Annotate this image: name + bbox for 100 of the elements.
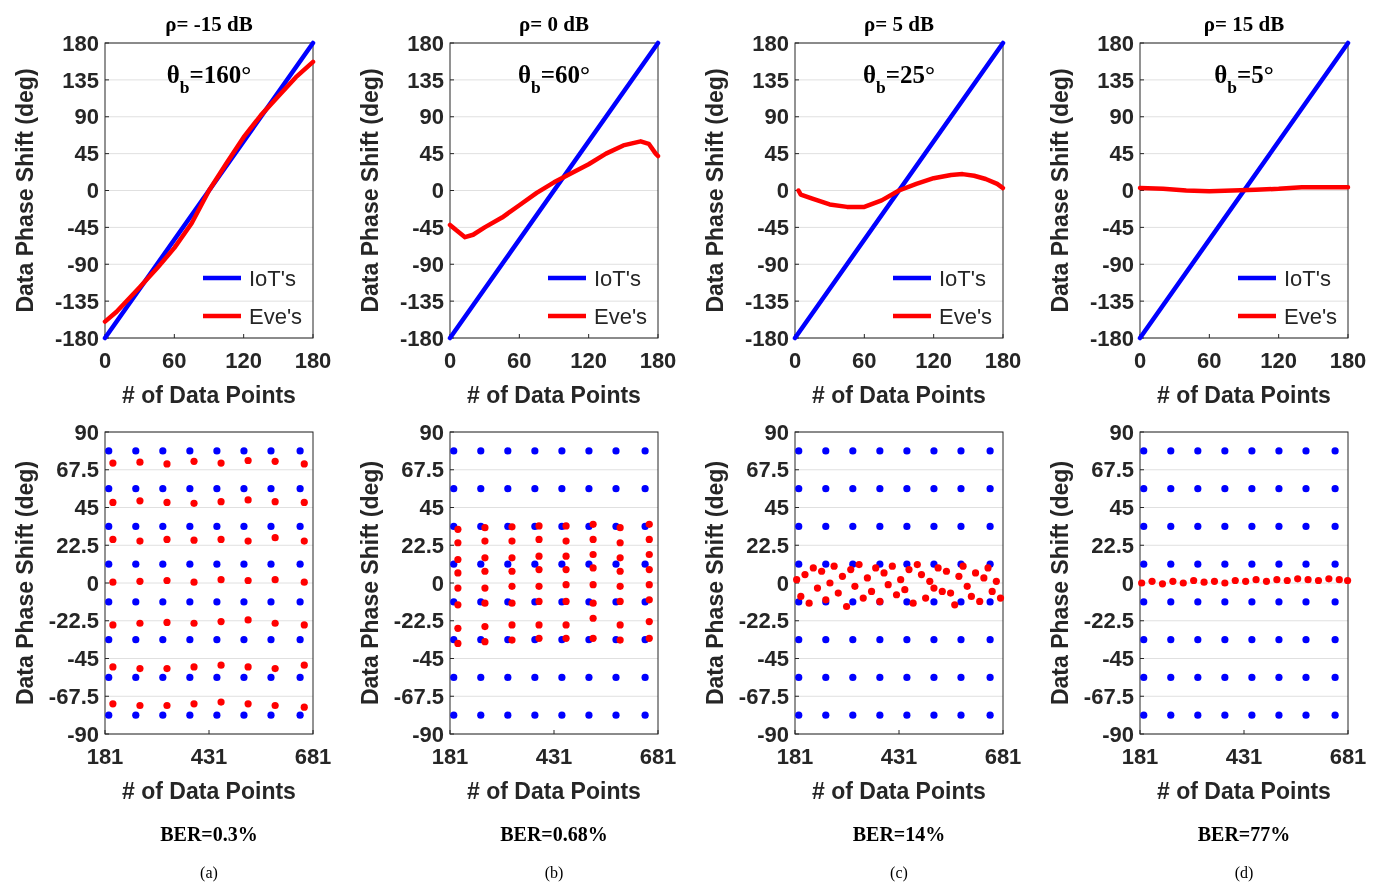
- point: [967, 592, 975, 601]
- x-tick-label: 120: [1260, 348, 1298, 373]
- point: [217, 498, 225, 506]
- x-tick-label: 120: [570, 348, 608, 373]
- y-tick-label: -90: [67, 251, 99, 277]
- chart-title: ρ= -15 dB: [165, 12, 253, 36]
- point: [109, 663, 117, 671]
- y-axis-title: Data Phase Shift (deg): [357, 460, 383, 706]
- y-tick-label: 90: [74, 104, 99, 130]
- y-axis-title: Data Phase Shift (deg): [1047, 68, 1073, 313]
- x-tick-label: 431: [1225, 744, 1263, 769]
- y-tick-label: 90: [1109, 104, 1134, 130]
- point: [813, 584, 822, 592]
- y-tick-label: 67.5: [56, 457, 99, 483]
- x-axis-title: # of Data Points: [467, 382, 641, 408]
- y-tick-label: 135: [1097, 67, 1134, 93]
- x-axis-title: # of Data Points: [467, 778, 641, 804]
- legend-label: IoT's: [939, 265, 986, 291]
- line-series: [796, 171, 1006, 210]
- annotation: θ$_{b}$=5°: [1214, 61, 1274, 97]
- point: [805, 599, 813, 607]
- point: [842, 602, 851, 611]
- point: [996, 594, 1005, 602]
- x-tick-label: 180: [1329, 348, 1367, 373]
- point: [136, 537, 144, 545]
- point: [300, 703, 308, 711]
- point: [136, 619, 144, 627]
- chart-title: ρ= 15 dB: [1203, 12, 1285, 36]
- y-tick-label: 22.5: [56, 532, 99, 558]
- y-tick-label: 135: [407, 67, 444, 93]
- point: [913, 560, 921, 569]
- point: [867, 587, 876, 595]
- y-tick-label: 45: [419, 495, 444, 521]
- point: [300, 578, 308, 586]
- x-axis-title: # of Data Points: [122, 382, 296, 408]
- point: [109, 535, 117, 543]
- y-tick-label: 45: [764, 495, 789, 521]
- y-tick-label: 0: [431, 570, 444, 596]
- point: [217, 617, 225, 626]
- point: [901, 586, 909, 594]
- y-tick-label: 67.5: [746, 457, 789, 483]
- x-tick-label: 681: [639, 744, 677, 769]
- point: [834, 589, 842, 597]
- point: [163, 498, 171, 507]
- point: [963, 582, 971, 590]
- y-tick-label: -22.5: [738, 608, 789, 634]
- y-tick-label: -67.5: [738, 683, 789, 709]
- point: [818, 567, 826, 575]
- y-tick-label: -45: [67, 215, 99, 241]
- point: [300, 498, 308, 507]
- text: BER=77%: [1197, 823, 1291, 845]
- y-axis-title: Data Phase Shift (deg): [12, 68, 38, 313]
- point: [136, 664, 144, 673]
- y-tick-label: 22.5: [746, 532, 789, 558]
- y-axis-title: Data Phase Shift (deg): [357, 68, 383, 313]
- point: [951, 601, 959, 609]
- x-tick-label: 60: [162, 348, 187, 373]
- point: [976, 597, 984, 606]
- y-tick-label: -22.5: [393, 608, 444, 634]
- point: [136, 497, 144, 505]
- x-tick-label: 60: [507, 348, 532, 373]
- point: [217, 535, 225, 543]
- y-tick-label: 22.5: [1091, 532, 1134, 558]
- point: [888, 562, 896, 570]
- legend-label: Eve's: [1284, 303, 1338, 329]
- x-tick-label: 681: [984, 744, 1022, 769]
- chart-title: ρ= 5 dB: [864, 12, 934, 36]
- point: [880, 569, 888, 577]
- x-tick-label: 181: [1121, 744, 1159, 769]
- point: [909, 599, 917, 607]
- y-tick-label: 0: [776, 178, 789, 204]
- y-tick-label: 0: [1121, 178, 1134, 204]
- x-tick-label: 431: [535, 744, 573, 769]
- text: (c): [890, 864, 908, 882]
- point: [190, 457, 198, 465]
- point: [163, 618, 171, 627]
- y-tick-label: -90: [412, 721, 444, 747]
- point: [163, 535, 171, 543]
- point: [136, 458, 144, 466]
- point: [905, 565, 913, 574]
- y-tick-label: 90: [764, 104, 789, 130]
- x-tick-label: 60: [1197, 348, 1222, 373]
- y-tick-label: 135: [62, 67, 99, 93]
- y-axis-title: Data Phase Shift (deg): [1047, 460, 1073, 706]
- point: [797, 592, 805, 601]
- point: [955, 572, 963, 580]
- point: [244, 700, 252, 708]
- x-axis-title: # of Data Points: [1157, 382, 1331, 408]
- point: [271, 576, 279, 584]
- y-tick-label: 180: [407, 30, 444, 56]
- point: [988, 587, 996, 595]
- x-tick-label: 180: [294, 348, 332, 373]
- y-tick-label: -90: [757, 251, 789, 277]
- point: [847, 565, 855, 574]
- point: [971, 569, 980, 577]
- y-tick-label: -180: [399, 325, 444, 351]
- y-tick-label: -135: [1089, 288, 1134, 314]
- point: [109, 498, 117, 507]
- y-tick-label: -180: [54, 325, 99, 351]
- point: [244, 663, 252, 671]
